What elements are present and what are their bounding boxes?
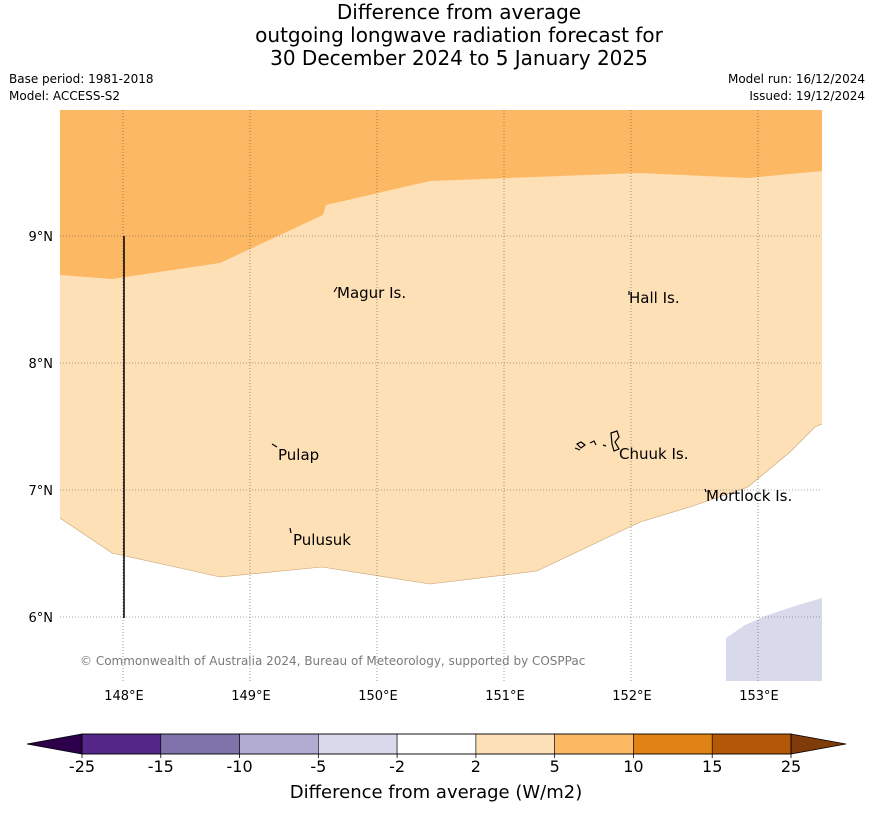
colorbar-cell [82,734,161,754]
label-pulusuk: Pulusuk [293,531,351,549]
colorbar-cell [240,734,319,754]
colorbar: -25 -15 -10 -5 -2 2 5 10 15 25 Difference from av… [27,734,846,803]
lon-tick-151: 151°E [485,689,525,704]
colorbar-ticks: -25 -15 -10 -5 -2 2 5 10 15 25 [69,754,801,776]
colorbar-cell [712,734,791,754]
colorbar-cell [555,734,634,754]
colorbar-cell [397,734,476,754]
colorbar-tick-label: -2 [389,757,405,776]
colorbar-title: Difference from average (W/m2) [290,782,582,803]
copyright-notice: © Commonwealth of Australia 2024, Bureau… [80,654,585,668]
lat-tick-8: 8°N [29,357,54,372]
colorbar-tick-label: 15 [702,757,722,776]
map-area: Magur Is. Hall Is. Pulap Chuuk Is. Mortl… [60,110,822,681]
lon-tick-148: 148°E [104,689,144,704]
colorbar-tick-label: 2 [471,757,481,776]
label-mortlock: Mortlock Is. [706,487,792,505]
lon-tick-150: 150°E [358,689,398,704]
lat-tick-7: 7°N [29,484,54,499]
latitude-axis: 9°N 8°N 7°N 6°N [29,230,54,626]
lat-tick-6: 6°N [29,611,54,626]
colorbar-extend-low [27,734,82,754]
label-pulap: Pulap [278,446,319,464]
lon-tick-152: 152°E [612,689,652,704]
lon-tick-153: 153°E [739,689,779,704]
colorbar-tick-label: -25 [69,757,95,776]
colorbar-cells [82,734,791,754]
longitude-axis: 148°E 149°E 150°E 151°E 152°E 153°E [104,689,779,704]
colorbar-tick-label: 25 [781,757,801,776]
colorbar-cell [476,734,555,754]
colorbar-tick-label: -5 [310,757,326,776]
lat-tick-9: 9°N [29,230,54,245]
label-hall: Hall Is. [629,289,680,307]
label-chuuk: Chuuk Is. [619,445,688,463]
colorbar-tick-label: -10 [226,757,252,776]
colorbar-tick-label: -15 [148,757,174,776]
colorbar-cell [633,734,712,754]
colorbar-tick-label: 10 [623,757,643,776]
label-magur: Magur Is. [337,284,406,302]
colorbar-tick-label: 5 [550,757,560,776]
lon-tick-149: 149°E [231,689,271,704]
colorbar-extend-high [791,734,846,754]
colorbar-cell [318,734,397,754]
map-canvas: Magur Is. Hall Is. Pulap Chuuk Is. Mortl… [0,0,873,816]
colorbar-cell [161,734,240,754]
